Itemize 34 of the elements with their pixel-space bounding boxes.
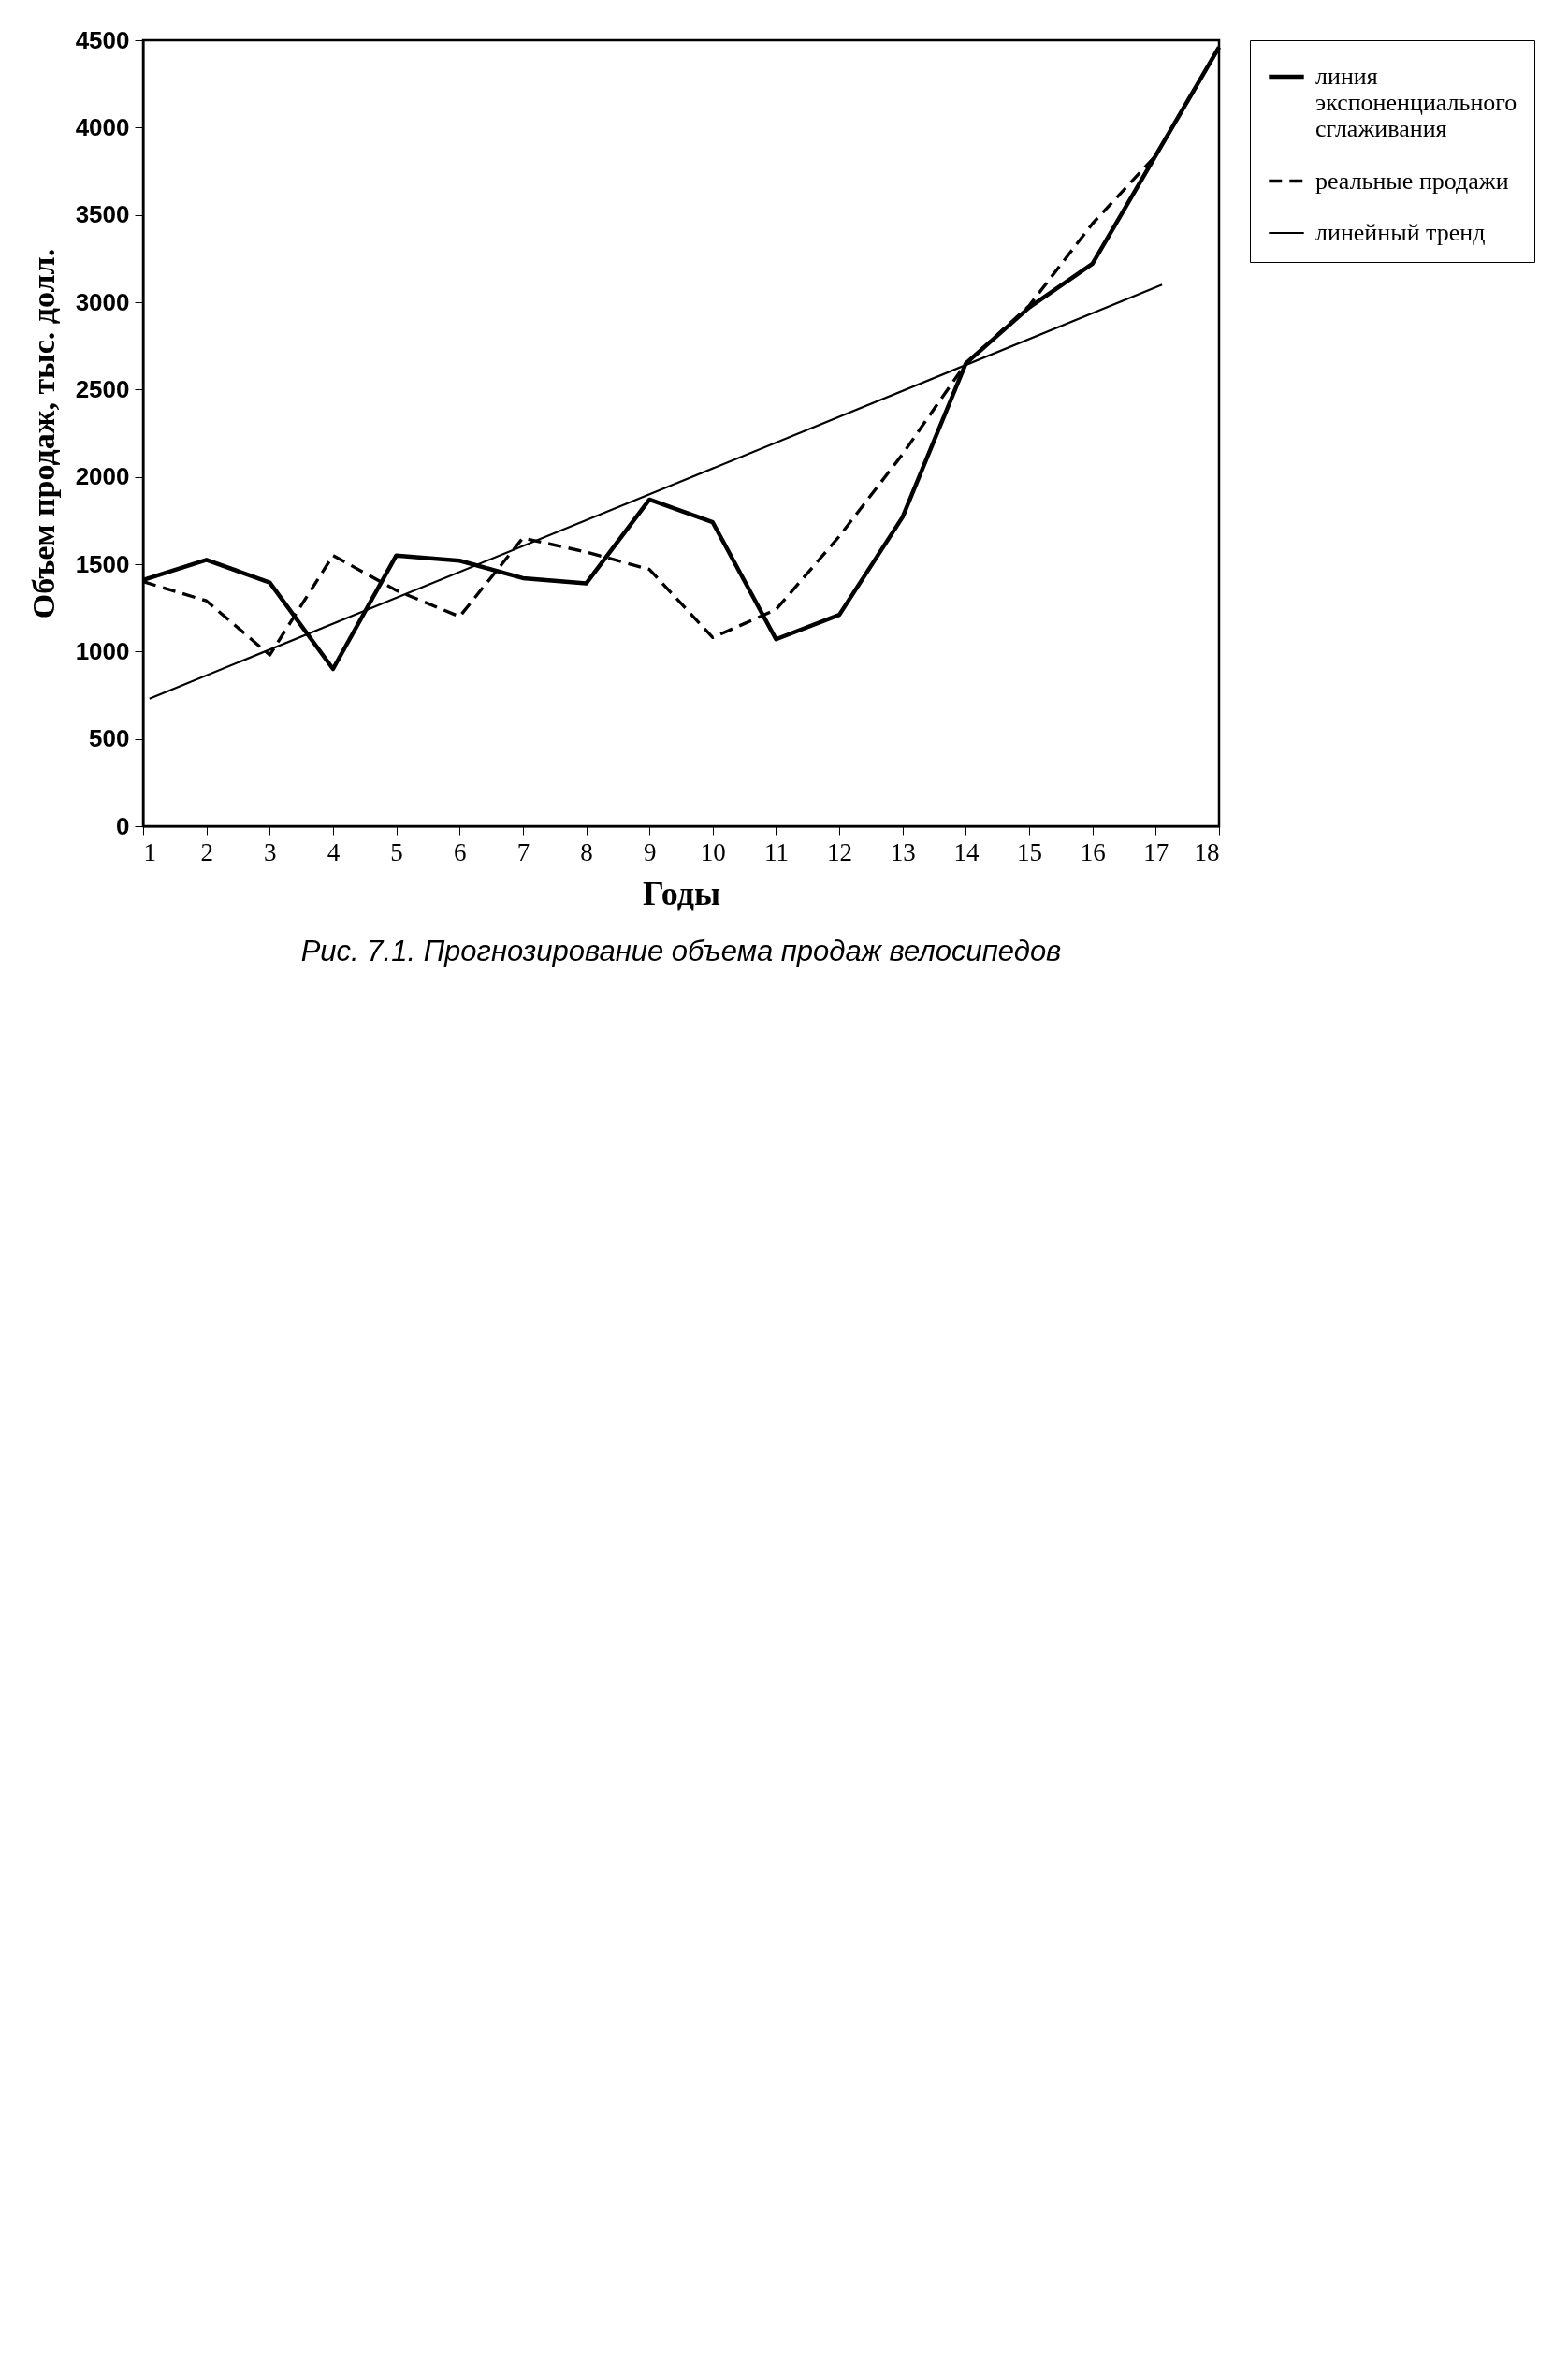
y-tick-label: 2500	[75, 374, 130, 403]
legend-label: линия экспоненциального сглаживания	[1315, 63, 1517, 142]
y-axis-title: Объем продаж, тыс. долл.	[25, 248, 61, 619]
x-tick-label: 5	[390, 837, 403, 866]
y-tick-label: 4500	[75, 25, 130, 54]
x-tick-label: 14	[953, 837, 980, 866]
x-tick-label: 1	[143, 837, 156, 866]
legend-label: линейный тренд	[1315, 219, 1486, 246]
y-tick-label: 500	[89, 724, 130, 753]
x-tick-label: 7	[516, 837, 530, 866]
x-tick-label: 2	[200, 837, 213, 866]
y-tick-label: 3500	[75, 200, 130, 229]
x-tick-label: 4	[327, 837, 341, 866]
x-tick-label: 15	[1017, 837, 1043, 866]
x-axis-title: Годы	[642, 874, 721, 912]
y-tick-label: 3000	[75, 287, 130, 316]
y-tick-label: 0	[116, 811, 130, 840]
x-tick-label: 8	[580, 837, 593, 866]
x-tick-label: 6	[453, 837, 467, 866]
legend-label: реальные продажи	[1315, 167, 1509, 195]
text: Рис. 7.1. Прогнозирование объема продаж велосипедов	[300, 935, 1062, 967]
x-tick-label: 12	[827, 837, 853, 866]
x-tick-label: 16	[1080, 837, 1106, 866]
x-tick-label: 10	[700, 837, 726, 866]
x-tick-label: 17	[1143, 837, 1169, 866]
x-tick-label: 9	[643, 837, 657, 866]
x-tick-label: 13	[890, 837, 916, 866]
x-tick-label: 11	[763, 837, 789, 866]
y-tick-label: 2000	[75, 462, 130, 491]
x-tick-label: 18	[1194, 837, 1220, 866]
y-tick-label: 4000	[75, 112, 130, 141]
y-tick-label: 1000	[75, 636, 130, 665]
y-tick-label: 1500	[75, 549, 130, 578]
x-tick-label: 3	[264, 837, 277, 866]
